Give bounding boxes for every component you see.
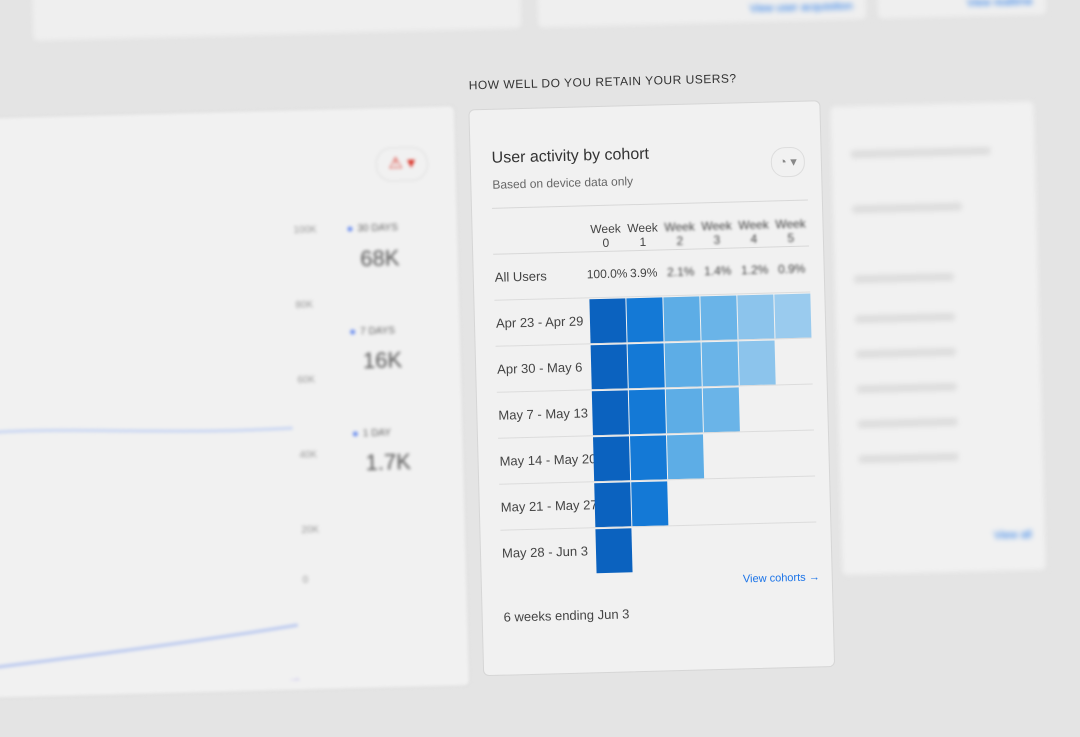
stat-label-7-days: 7 DAYS [350, 325, 395, 337]
cohort-cell[interactable] [590, 344, 628, 390]
cohort-cell[interactable] [664, 342, 702, 388]
view-realtime-link[interactable]: View realtime [966, 0, 1033, 10]
all-users-label: All Users [494, 268, 547, 285]
cohort-footer: 6 weeks ending Jun 3 [503, 606, 630, 625]
cohort-row-label: May 14 - May 20 [499, 451, 597, 469]
cohort-cell[interactable] [595, 528, 633, 574]
active-users-chart [0, 426, 300, 689]
cohort-cell[interactable] [665, 388, 703, 434]
all-users-value: 100.0% [586, 266, 628, 282]
top-card-right: View realtime [874, 0, 1049, 21]
cohort-grid: Apr 23 - Apr 29 Apr 30 - May 6 May 7 - May… [469, 101, 819, 574]
stat-value-7-days: 16K [362, 347, 403, 374]
week-header: Week 2 [664, 219, 695, 248]
placeholder-line [857, 417, 958, 429]
cohort-cell[interactable] [701, 341, 739, 387]
all-users-values: 100.0% 3.9% 2.1% 1.4% 1.2% 0.9% [469, 101, 819, 282]
cohort-cell[interactable] [628, 389, 666, 435]
y-tick: 60K [297, 374, 316, 386]
compare-icon[interactable]: ◔ ▾ [770, 146, 806, 178]
y-tick: 80K [295, 299, 314, 311]
all-users-value: 1.2% [740, 262, 769, 278]
series-line-30-days [0, 426, 293, 435]
section-title: HOW WELL DO YOU RETAIN YOUR USERS? [468, 71, 737, 93]
cohort-row-label: May 21 - May 27 [500, 497, 598, 515]
all-users-value: 3.9% [629, 265, 658, 281]
cohort-row-label: Apr 23 - Apr 29 [495, 313, 584, 331]
stat-value-30-days: 68K [359, 245, 400, 272]
y-tick: 0 [302, 574, 309, 586]
cohort-cell[interactable] [737, 294, 775, 340]
stat-label-1-day: 1 DAY [352, 428, 391, 440]
all-users-value: 0.9% [777, 261, 806, 277]
placeholder-line [855, 347, 956, 359]
series-line-1-day [0, 678, 300, 689]
stat-label-30-days: 30 DAYS [347, 222, 398, 234]
view-cohorts-link[interactable]: View cohorts → [742, 571, 820, 586]
week-header: Week 4 [738, 217, 769, 247]
cohort-cell[interactable] [589, 298, 627, 344]
cohort-card: User activity by cohort Based on device … [468, 100, 836, 677]
cohort-cell[interactable] [702, 387, 740, 433]
active-users-card: ⚠ ▾ 100K 80K 60K 40K 20K 0 30 DAYS 68K 7… [0, 104, 471, 700]
divider [491, 199, 808, 209]
placeholder-line [858, 452, 959, 464]
view-all-link[interactable]: View all [993, 528, 1032, 542]
cohort-title: User activity by cohort [491, 145, 650, 167]
right-card: View all [828, 99, 1048, 577]
all-users-value: 1.4% [703, 263, 732, 279]
cohort-cell[interactable] [700, 295, 738, 341]
y-tick: 100K [293, 224, 317, 237]
cohort-cell[interactable] [631, 481, 669, 527]
stat-value-1-day: 1.7K [365, 449, 412, 476]
cohort-cell[interactable] [627, 343, 665, 389]
placeholder-line [850, 146, 991, 159]
week-header: Week 3 [701, 218, 732, 248]
warning-icon[interactable]: ⚠ ▾ [375, 146, 429, 182]
cohort-cell[interactable] [591, 390, 629, 436]
all-users-value: 2.1% [666, 264, 695, 280]
cohort-cell[interactable] [774, 293, 812, 339]
cohort-subtitle: Based on device data only [492, 174, 634, 192]
placeholder-line [852, 202, 963, 214]
placeholder-line [854, 312, 956, 324]
top-card-left [29, 0, 524, 43]
placeholder-line [856, 382, 957, 394]
week-headers: Week 0 Week 1 Week 2 Week 3 Week 4 Week 5 [469, 101, 819, 250]
view-user-acquisition-link[interactable]: View user acquisition [749, 0, 853, 16]
cohort-cell[interactable] [593, 436, 631, 482]
cohort-cell[interactable] [666, 434, 705, 480]
cohort-row-label: May 7 - May 13 [498, 405, 589, 423]
top-card-middle: View user acquisition [534, 0, 869, 30]
week-header: Week 0 [590, 221, 621, 250]
week-header: Week 1 [627, 220, 658, 249]
cohort-cell[interactable] [629, 435, 668, 481]
cohort-cell[interactable] [663, 296, 701, 342]
cohort-row-label: May 28 - Jun 3 [501, 543, 589, 561]
series-line-7-days [0, 623, 299, 670]
cohort-cell[interactable] [626, 297, 664, 343]
week-header: Week 5 [775, 216, 806, 246]
cohort-row-label: Apr 30 - May 6 [496, 359, 583, 377]
cohort-cell[interactable] [594, 482, 632, 528]
y-tick: 20K [301, 524, 320, 536]
y-tick: 40K [299, 449, 318, 461]
placeholder-line [853, 272, 955, 284]
cohort-cell[interactable] [738, 340, 776, 386]
